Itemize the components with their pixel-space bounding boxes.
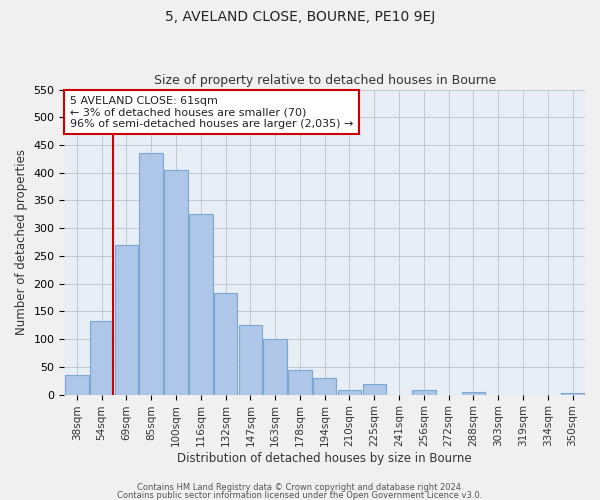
Bar — [214, 293, 238, 394]
Bar — [412, 390, 436, 394]
X-axis label: Distribution of detached houses by size in Bourne: Distribution of detached houses by size … — [178, 452, 472, 465]
Bar — [362, 384, 386, 394]
Bar — [65, 375, 89, 394]
Bar — [90, 321, 113, 394]
Bar — [313, 378, 337, 394]
Bar — [164, 170, 188, 394]
Text: Contains HM Land Registry data © Crown copyright and database right 2024.: Contains HM Land Registry data © Crown c… — [137, 484, 463, 492]
Y-axis label: Number of detached properties: Number of detached properties — [15, 149, 28, 335]
Bar — [263, 339, 287, 394]
Bar — [561, 393, 584, 394]
Title: Size of property relative to detached houses in Bourne: Size of property relative to detached ho… — [154, 74, 496, 87]
Bar — [338, 390, 361, 394]
Text: 5, AVELAND CLOSE, BOURNE, PE10 9EJ: 5, AVELAND CLOSE, BOURNE, PE10 9EJ — [165, 10, 435, 24]
Bar — [139, 154, 163, 394]
Text: 5 AVELAND CLOSE: 61sqm
← 3% of detached houses are smaller (70)
96% of semi-deta: 5 AVELAND CLOSE: 61sqm ← 3% of detached … — [70, 96, 353, 129]
Bar — [189, 214, 212, 394]
Text: Contains public sector information licensed under the Open Government Licence v3: Contains public sector information licen… — [118, 490, 482, 500]
Bar — [461, 392, 485, 394]
Bar — [239, 326, 262, 394]
Bar — [288, 370, 311, 394]
Bar — [115, 245, 138, 394]
